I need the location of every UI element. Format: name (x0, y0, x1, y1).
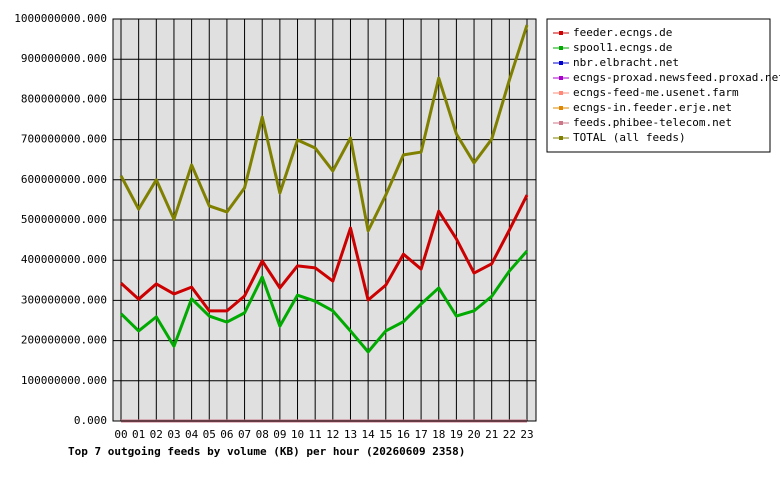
y-tick-label: 800000000.000 (21, 92, 107, 105)
y-tick-label: 200000000.000 (21, 334, 107, 347)
legend-label: feeder.ecngs.de (573, 26, 672, 39)
x-tick-label: 12 (326, 428, 339, 441)
series-line (119, 249, 529, 354)
x-tick-label: 02 (150, 428, 163, 441)
x-tick-label: 04 (185, 428, 199, 441)
x-tick-label: 20 (467, 428, 480, 441)
x-tick-label: 01 (132, 428, 145, 441)
series-line (119, 194, 529, 313)
plot-border (112, 18, 537, 422)
x-tick-label: 18 (432, 428, 445, 441)
legend-label: TOTAL (all feeds) (573, 131, 686, 144)
legend-label: ecngs-feed-me.usenet.farm (573, 86, 739, 99)
x-tick-label: 21 (485, 428, 498, 441)
legend-marker (559, 106, 563, 110)
y-tick-label: 400000000.000 (21, 253, 107, 266)
chart-title: Top 7 outgoing feeds by volume (KB) per … (68, 445, 465, 458)
series-line (119, 24, 529, 233)
legend-label: feeds.phibee-telecom.net (573, 116, 732, 129)
legend-marker (559, 121, 563, 125)
y-tick-label: 1000000000.000 (14, 12, 107, 25)
legend-label: nbr.elbracht.net (573, 56, 679, 69)
y-tick-label: 100000000.000 (21, 374, 107, 387)
x-tick-label: 08 (256, 428, 269, 441)
legend-marker (559, 46, 563, 50)
x-tick-label: 23 (520, 428, 533, 441)
y-tick-label: 600000000.000 (21, 173, 107, 186)
x-tick-label: 05 (203, 428, 216, 441)
y-tick-label: 500000000.000 (21, 213, 107, 226)
y-tick-label: 300000000.000 (21, 293, 107, 306)
legend-marker (559, 31, 563, 35)
y-tick-label: 900000000.000 (21, 52, 107, 65)
x-tick-label: 07 (238, 428, 251, 441)
legend-box (546, 18, 771, 153)
x-tick-label: 11 (309, 428, 322, 441)
x-tick-label: 17 (414, 428, 427, 441)
x-tick-label: 19 (450, 428, 463, 441)
legend-marker (559, 61, 563, 65)
legend-marker (559, 91, 563, 95)
legend-marker (559, 76, 563, 80)
legend-marker (559, 136, 563, 140)
y-tick-label: 0.000 (74, 414, 107, 427)
legend-label: ecngs-in.feeder.erje.net (573, 101, 732, 114)
x-tick-label: 00 (114, 428, 127, 441)
x-tick-label: 03 (167, 428, 180, 441)
x-tick-label: 22 (503, 428, 516, 441)
x-tick-label: 09 (273, 428, 286, 441)
legend-label: ecngs-proxad.newsfeed.proxad.net (573, 71, 780, 84)
x-tick-label: 10 (291, 428, 304, 441)
x-tick-label: 14 (362, 428, 376, 441)
legend-label: spool1.ecngs.de (573, 41, 672, 54)
x-tick-label: 16 (397, 428, 410, 441)
x-tick-label: 13 (344, 428, 357, 441)
x-tick-label: 06 (220, 428, 233, 441)
y-tick-label: 700000000.000 (21, 133, 107, 146)
x-tick-label: 15 (379, 428, 392, 441)
